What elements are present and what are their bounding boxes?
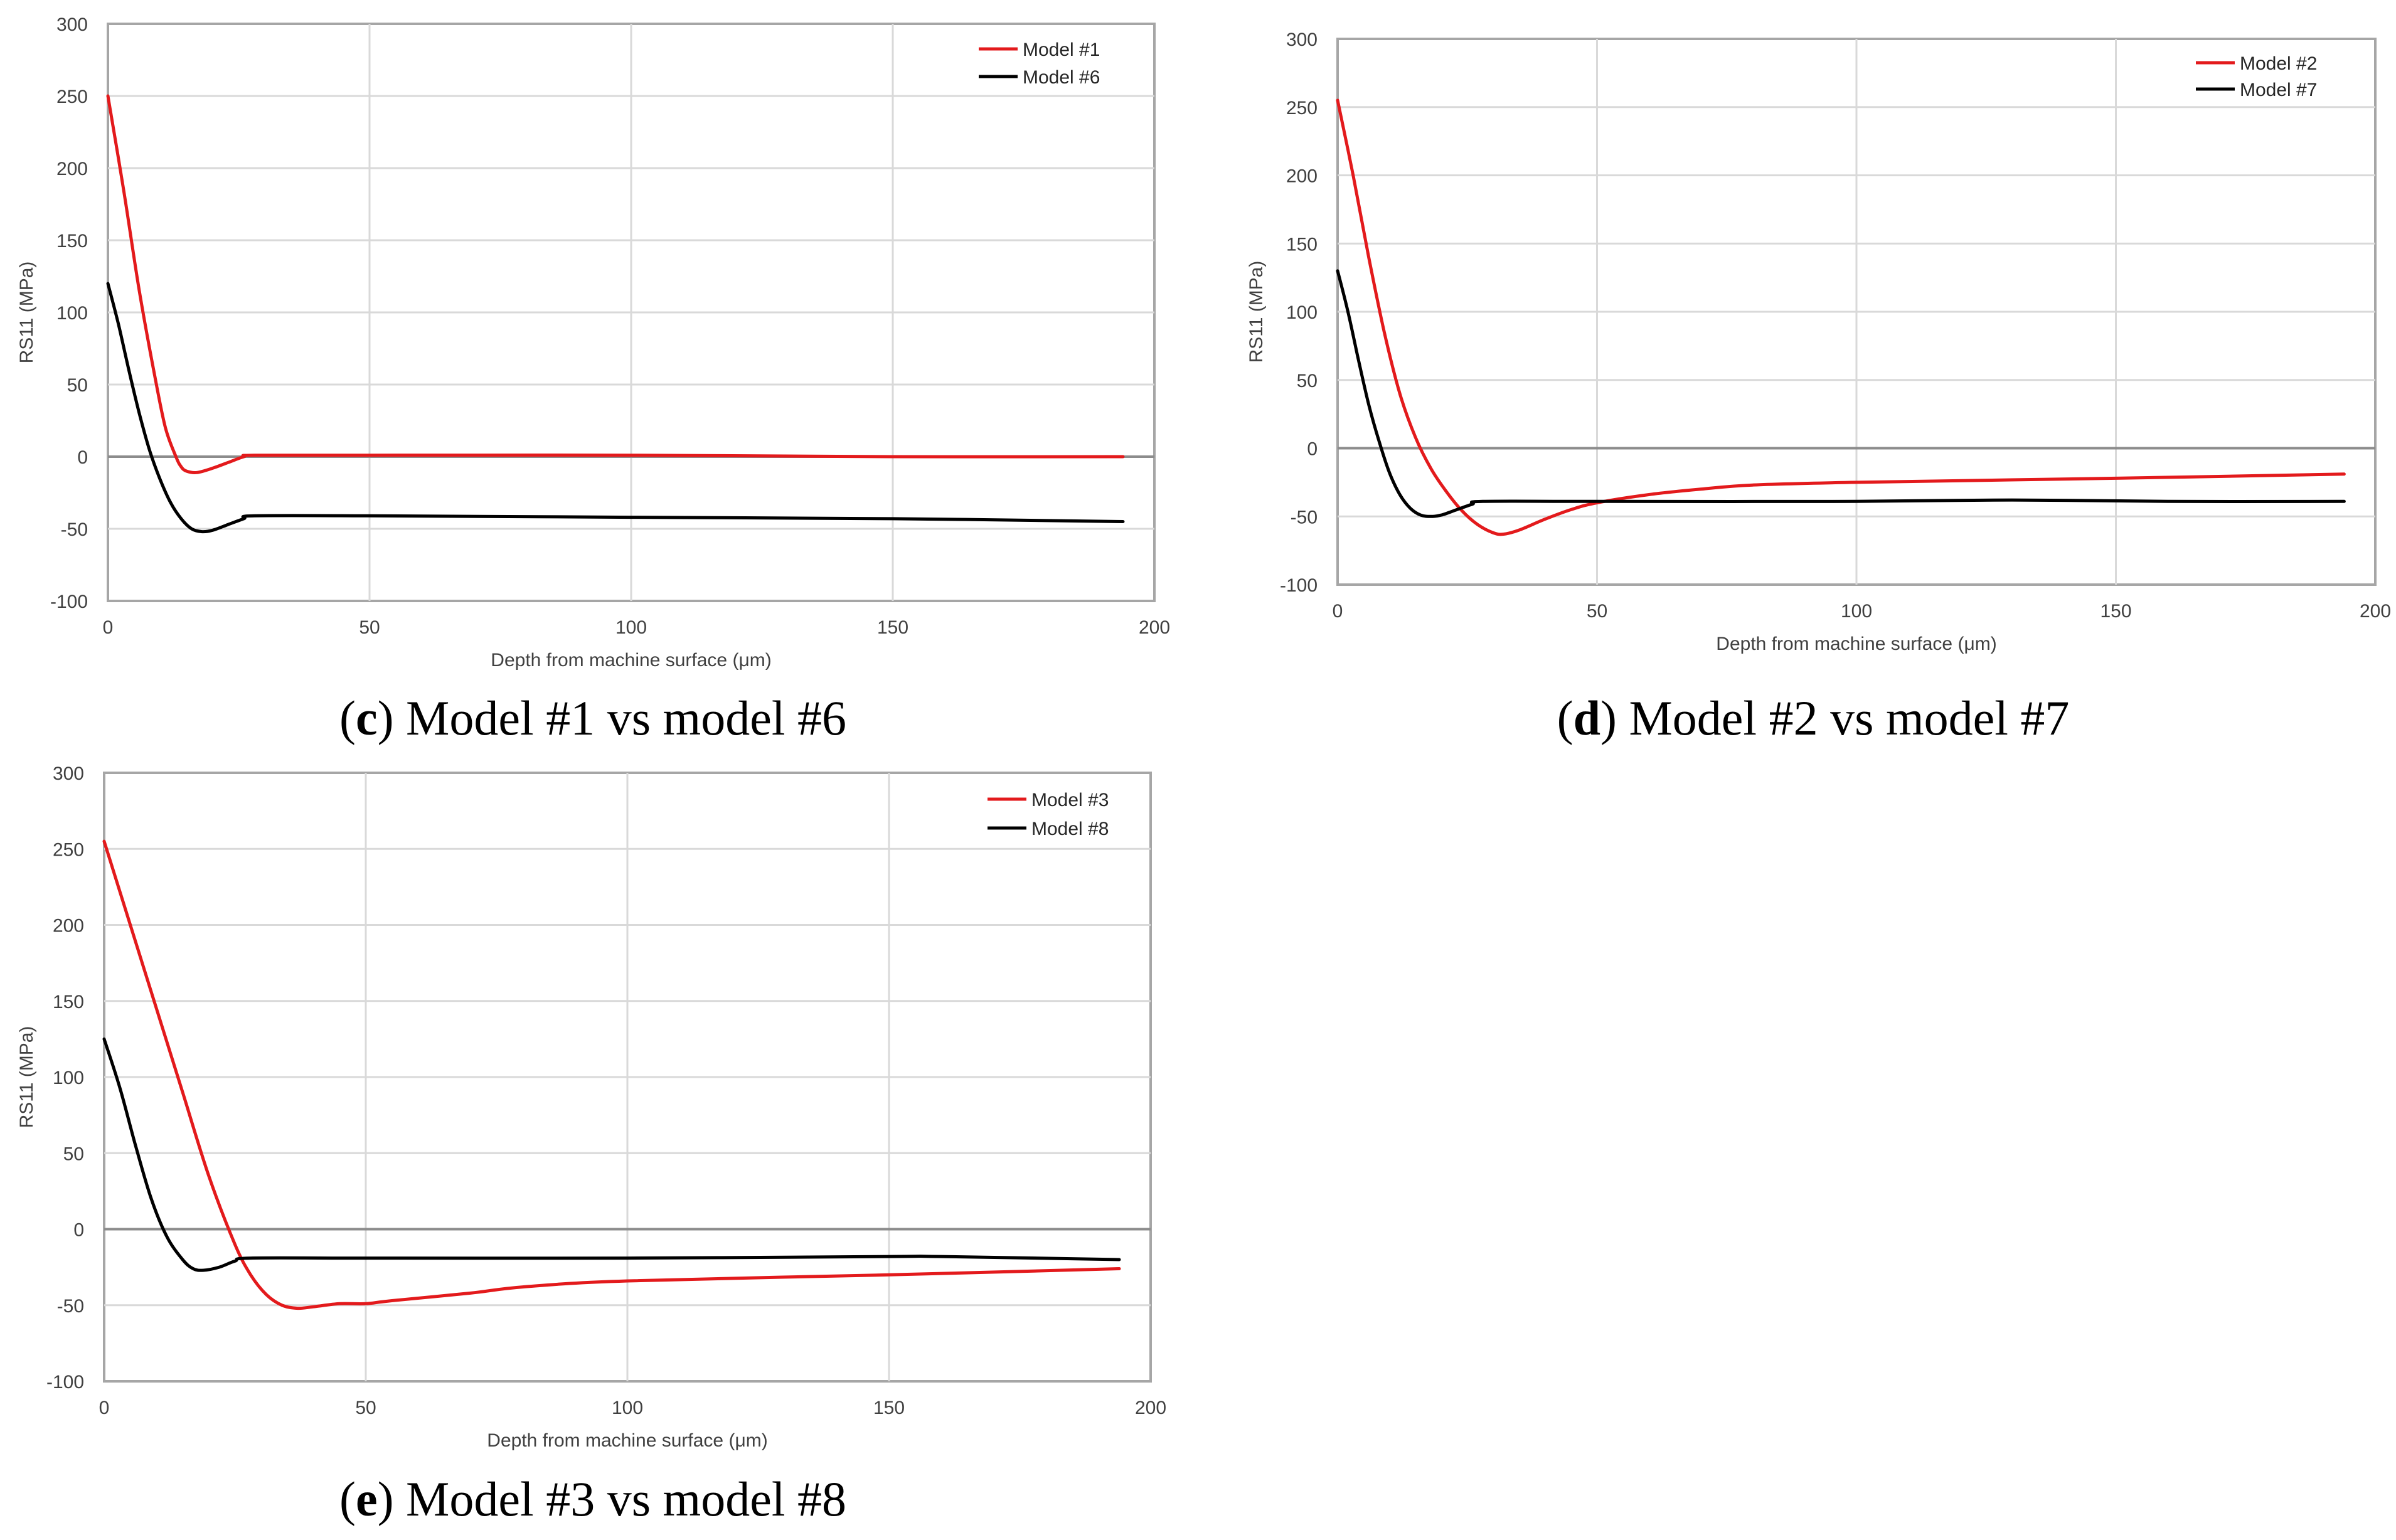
x-tick-label: 50: [359, 617, 380, 638]
caption-d-letter: d: [1573, 691, 1600, 745]
x-tick-label: 200: [1135, 1398, 1166, 1418]
series-line-model-6: [106, 282, 1125, 534]
y-tick-label: 0: [77, 447, 88, 468]
caption-c-letter: c: [355, 691, 378, 745]
y-tick-label: 50: [63, 1144, 84, 1164]
y-tick-label: 100: [1286, 302, 1318, 323]
x-tick-label: 0: [103, 617, 114, 638]
x-axis-title: Depth from machine surface (μm): [487, 1430, 767, 1451]
y-tick-label: 250: [56, 87, 88, 107]
x-tick-label: 0: [1333, 601, 1343, 622]
y-tick-label: -100: [46, 1372, 84, 1393]
y-tick-label: 50: [67, 375, 88, 396]
x-tick-label: 50: [355, 1398, 376, 1418]
x-tick-label: 100: [612, 1398, 643, 1418]
chart-d: 0 50 100 150 200 300 250 200 150 100 50 0 -50 -100 Dep…: [1246, 29, 2391, 654]
y-tick-label: 300: [56, 14, 88, 35]
y-tick-label: 250: [1286, 98, 1318, 119]
legend-label: Model #1: [1023, 40, 1100, 60]
legend-label: Model #2: [2240, 53, 2317, 74]
series-line-model-7: [1336, 269, 2346, 518]
y-tick-label: -50: [1291, 507, 1318, 528]
y-tick-label: 250: [53, 839, 84, 860]
y-tick-label: 150: [53, 992, 84, 1012]
x-axis-title: Depth from machine surface (μm): [491, 650, 771, 671]
caption-c-text: ) Model #1 vs model #6: [377, 691, 847, 745]
y-axis-title: RS11 (MPa): [16, 1026, 37, 1128]
y-tick-label: 150: [1286, 234, 1318, 255]
y-tick-label: 0: [73, 1220, 84, 1241]
series-line-model-8: [102, 1037, 1121, 1272]
y-tick-label: 300: [1286, 29, 1318, 50]
x-axis-title: Depth from machine surface (μm): [1716, 634, 1996, 654]
legend-label: Model #8: [1031, 819, 1109, 839]
y-tick-label: 100: [53, 1068, 84, 1088]
y-tick-label: 200: [56, 159, 88, 179]
x-tick-label: 100: [1841, 601, 1872, 622]
x-tick-label: 200: [2360, 601, 2391, 622]
series-line-model-3: [102, 839, 1121, 1310]
y-tick-label: 50: [1297, 371, 1318, 391]
chart-e: 0 50 100 150 200 300 250 200 150 100 50 0 -50 -100 Dep…: [16, 763, 1166, 1451]
y-tick-label: -100: [1280, 575, 1318, 596]
x-tick-label: 200: [1139, 617, 1170, 638]
y-tick-label: -100: [50, 592, 88, 612]
legend-label: Model #7: [2240, 80, 2317, 100]
caption-d: (d) Model #2 vs model #7: [1557, 691, 2070, 745]
x-tick-label: 150: [873, 1398, 905, 1418]
caption-c: (c) Model #1 vs model #6: [339, 691, 847, 745]
y-tick-label: 200: [1286, 166, 1318, 187]
caption-e-text: ) Model #3 vs model #8: [377, 1472, 847, 1526]
y-tick-label: 150: [56, 231, 88, 252]
series-line-model-2: [1336, 98, 2346, 536]
caption-d-text: ) Model #2 vs model #7: [1600, 691, 2070, 745]
x-tick-label: 150: [877, 617, 908, 638]
x-tick-label: 0: [99, 1398, 110, 1418]
x-tick-label: 100: [615, 617, 647, 638]
y-tick-label: 0: [1307, 439, 1318, 460]
y-axis-title: RS11 (MPa): [1246, 261, 1267, 363]
caption-e-letter: e: [355, 1472, 378, 1526]
legend-label: Model #6: [1023, 67, 1100, 88]
x-tick-label: 50: [1587, 601, 1607, 622]
series-line-model-1: [106, 94, 1125, 474]
y-tick-label: -50: [61, 519, 88, 540]
chart-c: 0 50 100 150 200 300 250 200 150 100 50 0 -50 -100 Dep…: [16, 14, 1170, 671]
y-tick-label: -50: [57, 1296, 84, 1317]
y-tick-label: 300: [53, 763, 84, 784]
y-tick-label: 100: [56, 303, 88, 324]
caption-e: (e) Model #3 vs model #8: [339, 1472, 847, 1526]
legend-label: Model #3: [1031, 790, 1109, 810]
y-axis-title: RS11 (MPa): [16, 262, 37, 364]
x-tick-label: 150: [2100, 601, 2131, 622]
y-tick-label: 200: [53, 916, 84, 937]
